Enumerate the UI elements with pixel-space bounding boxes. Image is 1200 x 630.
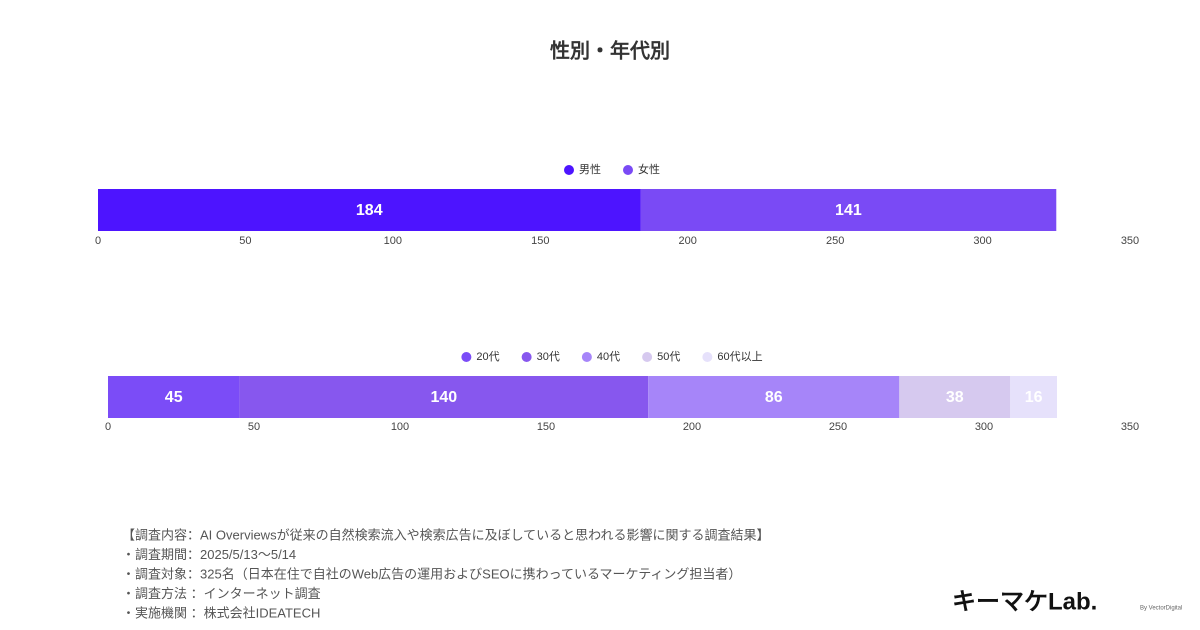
x-tick-label: 250	[829, 421, 847, 433]
value-label: 184	[356, 202, 383, 219]
x-tick-label: 200	[679, 235, 697, 247]
legend-label: 30代	[537, 350, 560, 363]
legend-label: 20代	[476, 350, 499, 363]
bar-segment	[239, 376, 649, 418]
x-tick-label: 350	[1121, 421, 1139, 433]
x-tick-label: 0	[105, 421, 111, 433]
note-line: ・調査方法 ：インターネット調査	[122, 586, 321, 601]
logo-by: By VectorDigital	[1140, 606, 1182, 612]
legend-marker	[564, 165, 574, 175]
x-tick-label: 250	[826, 235, 844, 247]
x-tick-label: 300	[973, 235, 991, 247]
legend-label: 女性	[638, 162, 660, 176]
x-tick-label: 0	[95, 235, 101, 247]
value-label: 141	[835, 202, 862, 219]
legend: 20代 30代 40代 50代 60代以上	[461, 350, 763, 363]
legend-marker	[461, 352, 472, 362]
note-line: ・調査対象：325名（日本在住で自社のWeb広告の運用およびSEOに携わっている…	[122, 566, 741, 581]
x-tick-label: 50	[248, 421, 260, 433]
bar-segment	[108, 376, 240, 418]
chart-title: 性別・年代別	[550, 38, 670, 62]
legend-marker	[581, 352, 592, 362]
legend-marker	[521, 352, 532, 362]
note-line: ・実施機関 ：株式会社IDEATECH	[122, 605, 320, 620]
bar-segment	[98, 189, 641, 231]
legend-marker	[702, 352, 713, 362]
value-label: 16	[1025, 389, 1043, 406]
x-tick-label: 300	[975, 421, 993, 433]
bar-segment	[640, 189, 1057, 231]
legend-marker	[623, 165, 633, 175]
bar-segment	[899, 376, 1011, 418]
bar-segment	[648, 376, 900, 418]
x-tick-label: 150	[537, 421, 555, 433]
x-tick-label: 350	[1121, 235, 1139, 247]
x-tick-label: 50	[239, 235, 251, 247]
legend: 男性 女性	[564, 162, 660, 176]
legend-marker	[642, 352, 653, 362]
value-label: 45	[165, 389, 183, 406]
legend-label: 40代	[597, 350, 620, 363]
legend-label: 50代	[657, 350, 680, 363]
note-line: ・調査期間：2025/5/13〜5/14	[122, 547, 296, 562]
note-line: 【調査内容：AI Overviewsが従来の自然検索流入や検索広告に及ぼしている…	[122, 527, 770, 542]
x-tick-label: 150	[531, 235, 549, 247]
value-label: 38	[946, 389, 964, 406]
legend-label: 男性	[579, 162, 601, 176]
bar-segment	[1010, 376, 1057, 418]
x-tick-label: 200	[683, 421, 701, 433]
legend-label: 60代以上	[717, 350, 762, 363]
value-label: 140	[430, 389, 457, 406]
value-label: 86	[765, 389, 783, 406]
logo: キーマケLab.	[952, 588, 1097, 615]
x-tick-label: 100	[384, 235, 402, 247]
x-tick-label: 100	[391, 421, 409, 433]
